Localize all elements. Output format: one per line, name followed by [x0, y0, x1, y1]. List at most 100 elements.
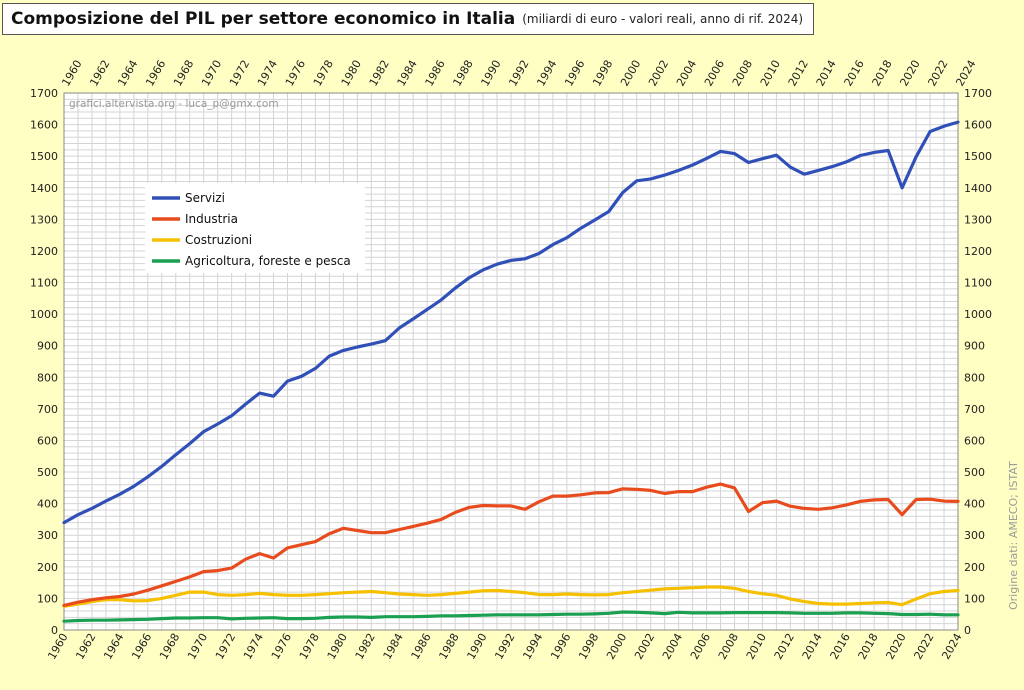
x-tick-label-bottom: 2010: [744, 631, 769, 662]
x-tick-label-top: 1996: [562, 58, 587, 89]
y-tick-label-right: 400: [964, 498, 985, 511]
y-tick-label-left: 200: [37, 561, 58, 574]
y-tick-label-left: 500: [37, 466, 58, 479]
x-tick-label-top: 2000: [618, 58, 643, 89]
chart-title-box: Composizione del PIL per settore economi…: [2, 3, 815, 35]
y-tick-label-right: 1100: [964, 277, 992, 290]
x-tick-label-bottom: 1974: [241, 631, 266, 662]
y-tick-label-left: 100: [37, 592, 58, 605]
x-tick-label-bottom: 2020: [883, 631, 908, 662]
chart-subtitle: (miliardi di euro - valori reali, anno d…: [522, 12, 804, 26]
x-tick-label-top: 1966: [143, 58, 168, 89]
y-tick-label-left: 1600: [30, 119, 58, 132]
x-tick-label-bottom: 1996: [548, 631, 573, 662]
x-tick-label-top: 1998: [590, 58, 615, 89]
y-tick-label-right: 1000: [964, 308, 992, 321]
series-line-3: [62, 610, 960, 623]
x-tick-label-top: 2006: [702, 58, 727, 89]
x-tick-label-bottom: 1978: [297, 631, 322, 662]
x-tick-label-top: 2012: [786, 58, 811, 89]
y-tick-label-right: 900: [964, 340, 985, 353]
x-tick-label-top: 2010: [758, 58, 783, 89]
y-tick-label-left: 1100: [30, 277, 58, 290]
y-tick-label-right: 800: [964, 371, 985, 384]
x-tick-label-bottom: 1976: [269, 631, 294, 662]
x-tick-label-bottom: 1962: [73, 631, 98, 662]
x-tick-label-bottom: 2024: [939, 631, 964, 662]
x-tick-label-top: 1968: [171, 58, 196, 89]
x-tick-label-top: 1976: [283, 58, 308, 89]
plot-frame: [63, 92, 959, 631]
x-tick-label-top: 1994: [534, 58, 559, 89]
y-tick-label-right: 1200: [964, 245, 992, 258]
legend-label-1: Industria: [185, 212, 238, 226]
y-tick-label-right: 500: [964, 466, 985, 479]
series-line-0: [62, 120, 960, 525]
x-tick-label-bottom: 2008: [716, 631, 741, 662]
chart-title: Composizione del PIL per settore economi…: [11, 9, 516, 29]
legend-label-0: Servizi: [185, 191, 225, 205]
series-line-2: [62, 585, 960, 608]
watermark-text: grafici.altervista.org - luca_p@gmx.com: [69, 98, 279, 110]
x-tick-label-top: 1982: [367, 58, 392, 89]
x-tick-label-bottom: 1982: [353, 631, 378, 662]
x-tick-label-top: 1960: [59, 58, 84, 89]
y-tick-label-right: 600: [964, 434, 985, 447]
y-tick-label-left: 1400: [30, 182, 58, 195]
y-tick-label-right: 1700: [964, 87, 992, 100]
y-tick-label-left: 1000: [30, 308, 58, 321]
x-tick-label-bottom: 2022: [911, 631, 936, 662]
x-tick-label-top: 1972: [227, 58, 252, 89]
x-tick-label-bottom: 2012: [772, 631, 797, 662]
x-tick-label-top: 1974: [255, 58, 280, 89]
x-tick-label-top: 1980: [339, 58, 364, 89]
x-tick-label-bottom: 1970: [185, 631, 210, 662]
x-tick-label-bottom: 1990: [464, 631, 489, 662]
x-tick-label-top: 1984: [395, 58, 420, 89]
x-tick-label-bottom: 1972: [213, 631, 238, 662]
y-tick-label-left: 300: [37, 529, 58, 542]
x-tick-label-top: 1988: [450, 58, 475, 89]
y-tick-label-right: 1600: [964, 119, 992, 132]
x-tick-label-top: 1978: [311, 58, 336, 89]
series-lines: [62, 120, 960, 623]
y-tick-label-left: 1700: [30, 87, 58, 100]
x-tick-label-bottom: 2006: [688, 631, 713, 662]
x-tick-label-top: 2020: [897, 58, 922, 89]
y-tick-label-left: 800: [37, 371, 58, 384]
x-tick-label-bottom: 1968: [157, 631, 182, 662]
x-tick-label-top: 2018: [870, 58, 895, 89]
x-tick-label-bottom: 1964: [101, 631, 126, 662]
x-tick-label-top: 2014: [814, 58, 839, 89]
y-tick-label-left: 600: [37, 434, 58, 447]
x-tick-label-bottom: 2016: [828, 631, 853, 662]
legend-label-3: Agricoltura, foreste e pesca: [185, 254, 351, 268]
x-tick-label-bottom: 1986: [409, 631, 434, 662]
x-tick-label-top: 1962: [87, 58, 112, 89]
y-tick-label-left: 1200: [30, 245, 58, 258]
x-tick-label-top: 2016: [842, 58, 867, 89]
y-tick-label-right: 100: [964, 592, 985, 605]
y-tick-label-right: 300: [964, 529, 985, 542]
y-tick-label-left: 0: [51, 624, 58, 637]
x-tick-label-bottom: 1966: [129, 631, 154, 662]
y-tick-label-right: 1300: [964, 213, 992, 226]
x-tick-label-bottom: 1980: [325, 631, 350, 662]
x-tick-label-top: 1964: [115, 58, 140, 89]
x-tick-label-top: 2004: [674, 58, 699, 89]
y-tick-label-left: 1300: [30, 213, 58, 226]
y-tick-label-right: 700: [964, 403, 985, 416]
x-tick-label-bottom: 1960: [45, 631, 70, 662]
x-tick-label-bottom: 1998: [576, 631, 601, 662]
y-tick-label-right: 200: [964, 561, 985, 574]
x-tick-label-top: 1992: [506, 58, 531, 89]
x-tick-label-bottom: 2014: [800, 631, 825, 662]
legend: Servizi Industria Costruzioni Agricoltura, …: [145, 183, 365, 273]
x-tick-label-bottom: 1984: [381, 631, 406, 662]
x-tick-label-bottom: 1994: [520, 631, 545, 662]
x-tick-label-top: 1970: [199, 58, 224, 89]
y-tick-label-left: 400: [37, 498, 58, 511]
x-tick-label-bottom: 2004: [660, 631, 685, 662]
x-tick-label-top: 2008: [730, 58, 755, 89]
